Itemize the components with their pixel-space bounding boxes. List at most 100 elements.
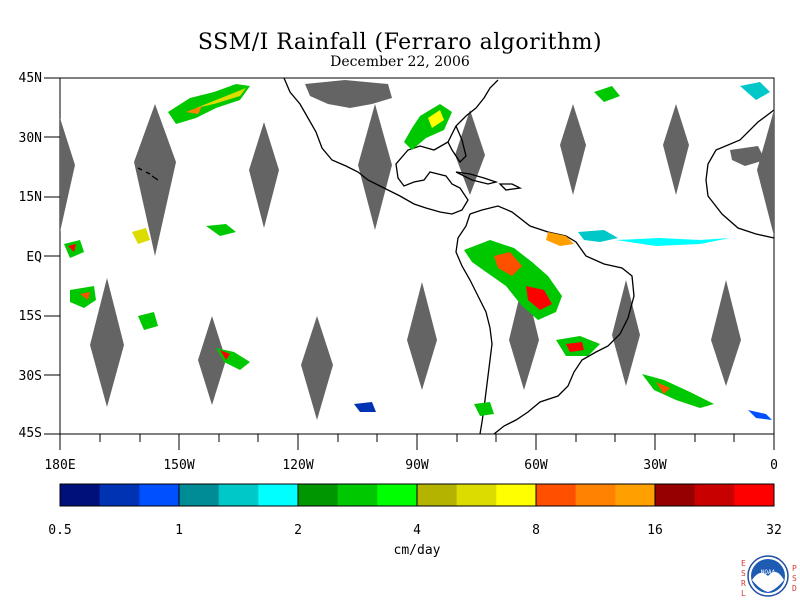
no-data-patch	[305, 80, 392, 108]
colorbar-segment	[417, 484, 457, 506]
lon-label-120w: 120W	[282, 458, 313, 473]
rain-patch	[186, 106, 202, 114]
colorbar-tick-label: 2	[294, 523, 302, 538]
map-date: December 22, 2006	[330, 54, 470, 70]
rain-patch	[474, 402, 494, 416]
colorbar-tick-label: 0.5	[48, 523, 71, 538]
swath-gap	[407, 282, 437, 390]
lon-label-90w: 90W	[405, 458, 429, 473]
lat-label-45n: 45N	[19, 71, 42, 86]
colorbar	[59, 483, 775, 507]
colorbar-labels: 0.5 1 2 4 8 16 32 cm/day	[48, 523, 782, 558]
noaa-logo: NOAA E S R L P S D	[741, 555, 797, 598]
swath-gap	[509, 278, 539, 390]
swath-gap	[455, 110, 485, 195]
psd-letter: S	[792, 574, 797, 583]
rain-patch	[642, 374, 714, 408]
swath-gap	[249, 122, 279, 228]
colorbar-segment	[496, 484, 537, 506]
rain-patch	[656, 382, 670, 394]
south-america-west-coast	[455, 213, 493, 435]
lon-label-180e: 180E	[44, 458, 75, 473]
rain-patch	[68, 244, 76, 252]
esrl-letter: R	[741, 579, 746, 588]
colorbar-segment	[60, 484, 100, 506]
lon-label-30w: 30W	[643, 458, 667, 473]
rain-patch	[206, 224, 236, 236]
psd-letter: D	[792, 584, 797, 593]
rain-patch	[578, 230, 618, 242]
rain-patch	[748, 410, 772, 420]
map-title: SSM/I Rainfall (Ferraro algorithm)	[197, 30, 603, 55]
lat-label-15n: 15N	[19, 190, 42, 205]
rain-patch	[428, 110, 444, 128]
swath-gap	[711, 280, 741, 386]
colorbar-segment	[258, 484, 299, 506]
rain-patch	[616, 238, 730, 246]
colorbar-segment	[139, 484, 180, 506]
swath-gap	[90, 278, 124, 407]
colorbar-segment	[456, 484, 497, 506]
lon-label-60w: 60W	[524, 458, 548, 473]
esrl-letter: E	[741, 559, 746, 568]
colorbar-segment	[615, 484, 656, 506]
rain-patch	[526, 286, 552, 310]
colorbar-segment	[337, 484, 378, 506]
hispaniola-coast	[498, 183, 523, 191]
florida-coast	[447, 125, 467, 164]
africa-coast	[705, 109, 775, 239]
swath-gap	[301, 316, 333, 420]
rain-patch	[464, 240, 562, 320]
rain-patch	[594, 86, 620, 102]
swath-gap	[60, 118, 75, 232]
colorbar-segment	[734, 484, 775, 506]
colorbar-tick-label: 1	[175, 523, 183, 538]
colorbar-segment	[536, 484, 576, 506]
rain-patch	[220, 350, 230, 360]
swath-gap	[612, 280, 640, 386]
colorbar-segment	[655, 484, 695, 506]
colorbar-segment	[218, 484, 259, 506]
rainfall-patches	[64, 82, 772, 420]
swath-gap	[560, 104, 586, 195]
colorbar-segment	[298, 484, 338, 506]
latitude-axis: 45N 30N 15N EQ 15S 30S 45S	[19, 71, 60, 441]
cuba-coast	[455, 171, 499, 185]
rain-patch	[566, 342, 584, 352]
rain-patch	[80, 292, 90, 300]
coastlines	[137, 77, 775, 435]
psd-letter: P	[792, 564, 797, 573]
rain-patch	[70, 286, 96, 308]
longitude-axis: 180E 150W 120W 90W 60W 30W 0	[44, 434, 778, 473]
colorbar-tick-label: 16	[647, 523, 663, 538]
noaa-gull-icon	[752, 571, 784, 592]
rain-patch	[740, 82, 770, 100]
esrl-letter: S	[741, 569, 746, 578]
lon-label-0: 0	[770, 458, 778, 473]
south-america-coast	[469, 205, 635, 435]
rain-patch	[132, 228, 150, 244]
noaa-logo-text: NOAA	[761, 569, 776, 576]
lat-label-eq: EQ	[26, 250, 42, 265]
hawaii	[137, 167, 159, 181]
colorbar-unit: cm/day	[394, 543, 441, 558]
swath-gap	[757, 110, 774, 236]
lat-label-30n: 30N	[19, 131, 42, 146]
esrl-letter: L	[741, 589, 746, 598]
colorbar-tick-label: 32	[766, 523, 782, 538]
no-data-patch	[730, 146, 765, 166]
lat-label-15s: 15S	[19, 309, 42, 324]
lat-label-45s: 45S	[19, 426, 42, 441]
colorbar-segment	[377, 484, 418, 506]
colorbar-tick-label: 4	[413, 523, 421, 538]
rain-patch	[546, 232, 574, 246]
colorbar-segment	[179, 484, 219, 506]
swath-gap	[134, 104, 176, 256]
colorbar-segment	[694, 484, 735, 506]
no-data-swaths	[60, 80, 774, 420]
swath-gap	[198, 316, 226, 405]
rain-patch	[196, 88, 246, 108]
colorbar-segment	[575, 484, 616, 506]
lon-label-150w: 150W	[163, 458, 194, 473]
